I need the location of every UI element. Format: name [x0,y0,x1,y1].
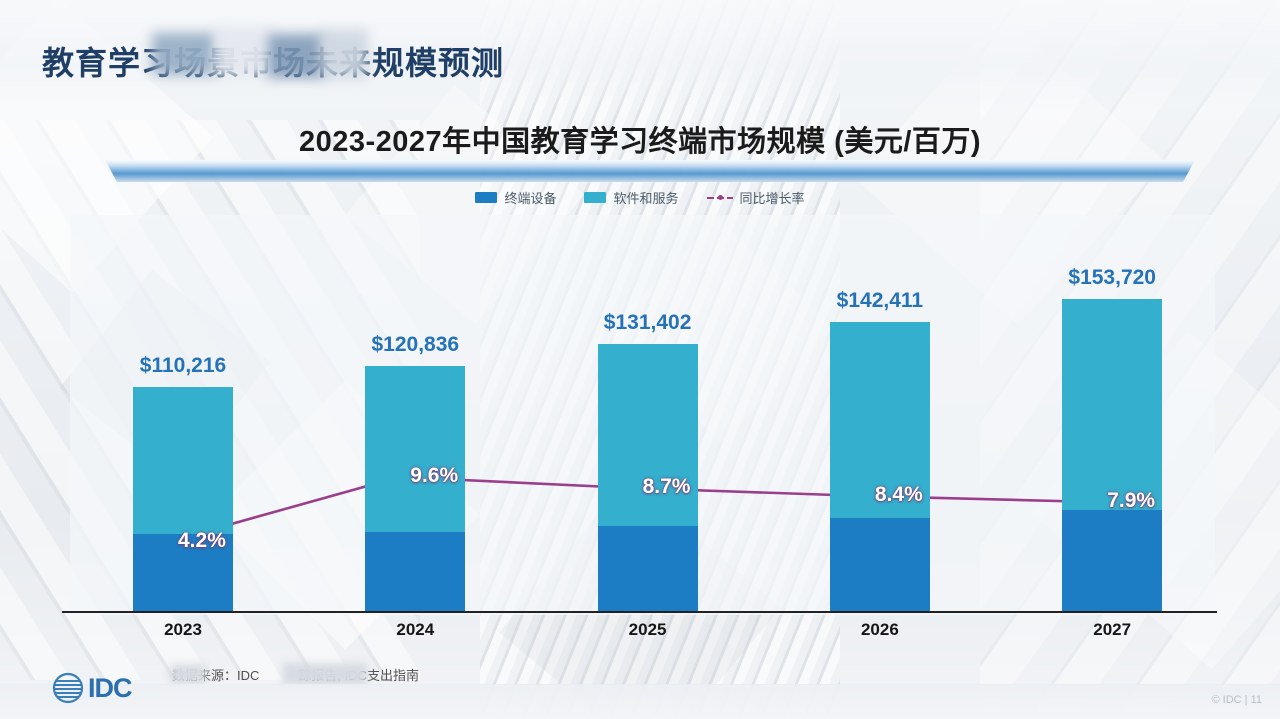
legend-item-terminal-devices[interactable]: 终端设备 [475,188,556,207]
bar-segment-software-services[interactable] [133,387,233,534]
bar-total-label: $120,836 [371,332,460,356]
bar-segment-terminal-devices[interactable] [597,526,698,611]
legend-label: 软件和服务 [613,191,679,206]
bar-segment-software-services[interactable] [365,365,466,532]
square-swatch-icon [475,192,498,203]
redaction-blur [170,664,206,684]
legend-item-software-services[interactable]: 软件和服务 [584,188,679,207]
chart-title: 2023-2027年中国教育学习终端市场规模 (美元/百万) [298,126,982,158]
page-number: © IDC | 11 [1211,694,1263,706]
redaction-blur [320,30,368,78]
idc-wordmark: IDC [88,673,132,703]
bar-total-label: $153,720 [1068,265,1156,289]
redaction-blur [268,34,326,78]
slide-footer [0,684,1280,719]
redaction-blur [283,663,367,685]
growth-rate-label-2023: 4.2% [178,529,226,552]
x-axis-tick-2023: 2023 [164,620,202,639]
growth-rate-label-2027: 7.9% [1107,489,1156,512]
bar-segment-software-services[interactable] [597,344,698,527]
bar-2024[interactable] [365,365,466,611]
x-axis-tick-2027: 2027 [1093,620,1132,639]
bar-total-label: $131,402 [603,311,692,335]
legend-item-growth-rate[interactable]: 同比增长率 [706,188,805,207]
chart-legend: 终端设备 软件和服务 同比增长率 [0,188,1280,207]
bar-2026[interactable] [829,321,930,611]
x-axis-line [62,611,1217,613]
bar-segment-software-services[interactable] [829,321,930,518]
bar-segment-software-services[interactable] [1062,298,1163,510]
redaction-blur [152,33,218,75]
x-axis-tick-2024: 2024 [396,620,435,639]
square-swatch-icon [584,192,607,203]
bar-segment-terminal-devices[interactable] [133,534,233,611]
bar-2025[interactable] [597,344,698,611]
growth-rate-label-2025: 8.7% [642,475,691,498]
bar-2023[interactable] [133,387,233,611]
dashed-line-marker-icon [706,192,733,203]
slide-header: 教育学习场景市场未来规模预测 [0,0,1280,110]
legend-label: 终端设备 [504,191,557,206]
bar-total-label: $110,216 [139,354,227,378]
x-axis-tick-2025: 2025 [628,620,667,639]
bar-segment-terminal-devices[interactable] [365,531,466,611]
title-ribbon-sheen [105,160,1195,170]
bar-segment-terminal-devices[interactable] [1062,509,1163,611]
bar-total-label: $142,411 [836,288,924,312]
globe-icon [52,672,84,704]
redaction-blur [214,27,274,77]
legend-label: 同比增长率 [739,191,805,206]
bar-2027[interactable] [1062,298,1163,611]
growth-rate-label-2024: 9.6% [410,464,459,487]
bar-segment-terminal-devices[interactable] [829,517,930,611]
idc-logo: IDC [52,672,132,704]
x-axis-tick-2026: 2026 [860,620,899,639]
growth-rate-label-2026: 8.4% [874,483,923,506]
